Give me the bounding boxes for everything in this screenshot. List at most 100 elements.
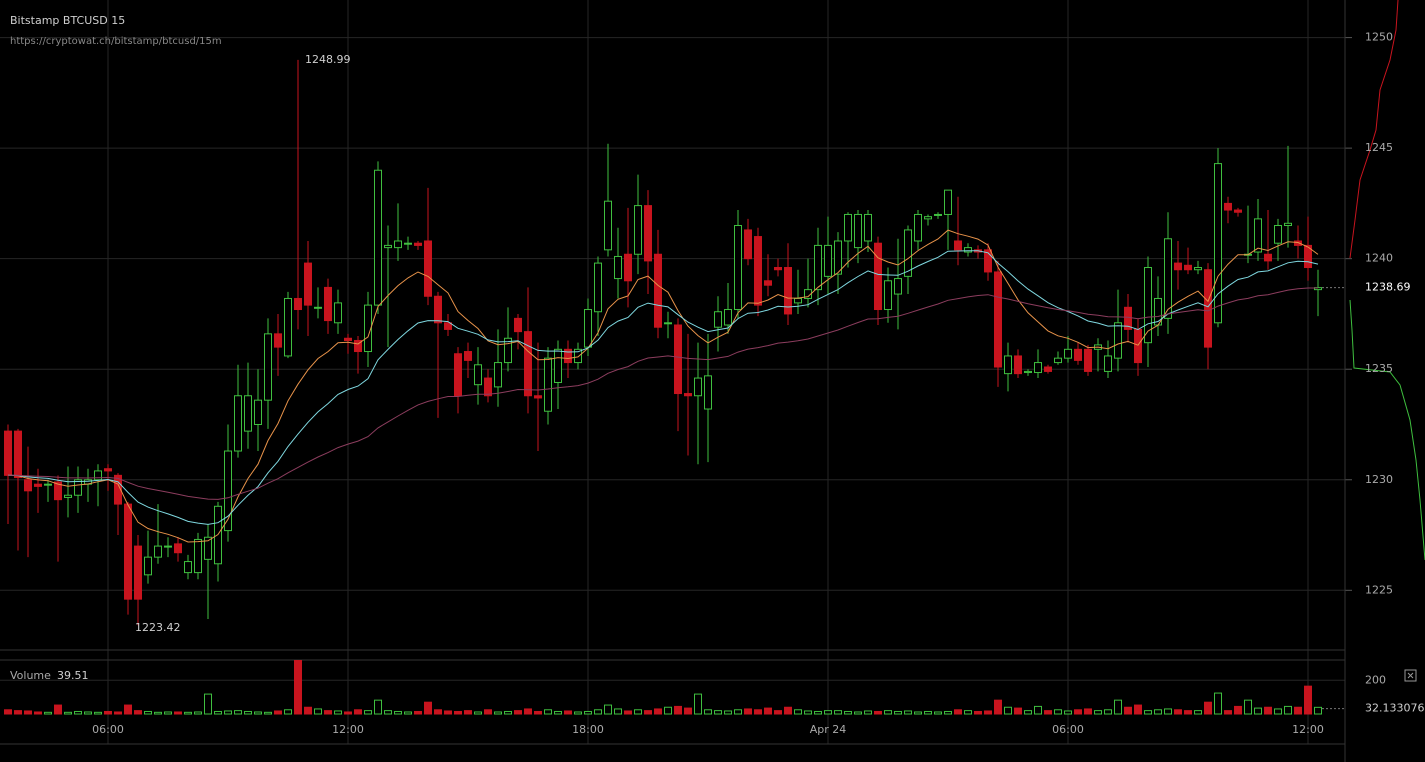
y-tick-label: 1240	[1365, 252, 1393, 265]
candle-body	[764, 280, 772, 286]
volume-bar	[994, 699, 1002, 715]
volume-bar	[644, 710, 652, 715]
candle-body	[354, 339, 362, 353]
volume-bar	[324, 710, 332, 715]
volume-bar	[394, 710, 402, 715]
volume-bar	[944, 710, 952, 715]
volume-bar	[194, 711, 202, 715]
candle-body	[984, 249, 992, 273]
candle-body	[1084, 348, 1092, 372]
candle-body	[1054, 357, 1062, 364]
candle-body	[424, 240, 432, 297]
x-tick-label: 18:00	[572, 723, 604, 736]
volume-bar	[114, 711, 122, 715]
volume-bar	[524, 708, 532, 715]
candle-body	[554, 348, 562, 383]
x-tick-label: 12:00	[332, 723, 364, 736]
volume-bar	[14, 710, 22, 715]
candle-body	[944, 189, 952, 215]
candle-body	[484, 377, 492, 397]
candle-body	[614, 255, 622, 280]
candle-body	[1234, 209, 1242, 213]
volume-bar	[1314, 706, 1322, 715]
volume-bar	[564, 710, 572, 715]
candle-body	[434, 295, 442, 324]
volume-bar	[434, 709, 442, 715]
volume-bar	[154, 711, 162, 715]
volume-bar	[824, 710, 832, 715]
volume-bar	[934, 711, 942, 715]
candle-body	[244, 395, 252, 432]
candle-body	[814, 244, 822, 291]
volume-bar	[1164, 708, 1172, 715]
candle-body	[1264, 253, 1272, 262]
volume-bar	[484, 709, 492, 715]
moving-average	[7, 250, 1319, 525]
volume-bar	[304, 706, 312, 715]
close-icon	[1407, 672, 1414, 679]
candle-body	[844, 213, 852, 242]
candle-body	[634, 205, 642, 255]
candle-body	[134, 545, 142, 600]
candle-body	[574, 348, 582, 364]
candle-body	[804, 289, 812, 299]
candle-body	[1044, 366, 1052, 372]
candle-body	[204, 536, 212, 560]
volume-bar	[1124, 706, 1132, 715]
volume-bar	[844, 710, 852, 715]
candle-body	[774, 267, 782, 271]
candle-body	[314, 306, 322, 309]
candle-body	[744, 229, 752, 260]
candle-body	[924, 216, 932, 220]
candle-body	[304, 262, 312, 306]
volume-bar	[204, 693, 212, 715]
volume-bar	[1084, 708, 1092, 715]
volume-bar	[94, 711, 102, 715]
volume-bar	[1194, 710, 1202, 715]
candle-body	[884, 280, 892, 311]
candle-body	[524, 331, 532, 397]
volume-bar	[734, 709, 742, 715]
volume-bar	[1134, 704, 1142, 715]
volume-bar	[624, 710, 632, 715]
volume-bar	[1074, 709, 1082, 715]
candle-body	[1274, 225, 1282, 244]
candle-body	[464, 351, 472, 361]
candle-body	[4, 430, 12, 476]
volume-bar	[384, 710, 392, 715]
moving-average	[7, 287, 1318, 500]
volume-bar	[884, 710, 892, 715]
volume-bar	[1054, 709, 1062, 715]
volume-bar	[1184, 710, 1192, 715]
close-pane-button[interactable]	[1404, 669, 1417, 682]
volume-bar	[314, 708, 322, 715]
volume-bar	[924, 710, 932, 715]
volume-bar	[614, 708, 622, 715]
volume-bar	[464, 710, 472, 715]
volume-bar	[574, 711, 582, 715]
candle-body	[24, 479, 32, 492]
candle-body	[264, 333, 272, 401]
candle-body	[344, 337, 352, 341]
volume-bar	[654, 708, 662, 715]
volume-bar	[1284, 705, 1292, 715]
volume-bar	[164, 711, 172, 715]
volume-bar	[634, 709, 642, 715]
candle-body	[144, 556, 152, 576]
volume-bar	[774, 710, 782, 715]
volume-bar	[364, 710, 372, 715]
volume-bar	[264, 711, 272, 715]
candle-body	[654, 253, 662, 328]
volume-bar	[1144, 710, 1152, 715]
candle-body	[1184, 264, 1192, 271]
volume-bar	[724, 710, 732, 715]
volume-bar	[54, 704, 62, 715]
candle-body	[734, 225, 742, 311]
candle-body	[544, 357, 552, 412]
candle-body	[294, 297, 302, 311]
candle-body	[364, 304, 372, 353]
candle-body	[934, 213, 942, 216]
volume-bar	[894, 710, 902, 715]
